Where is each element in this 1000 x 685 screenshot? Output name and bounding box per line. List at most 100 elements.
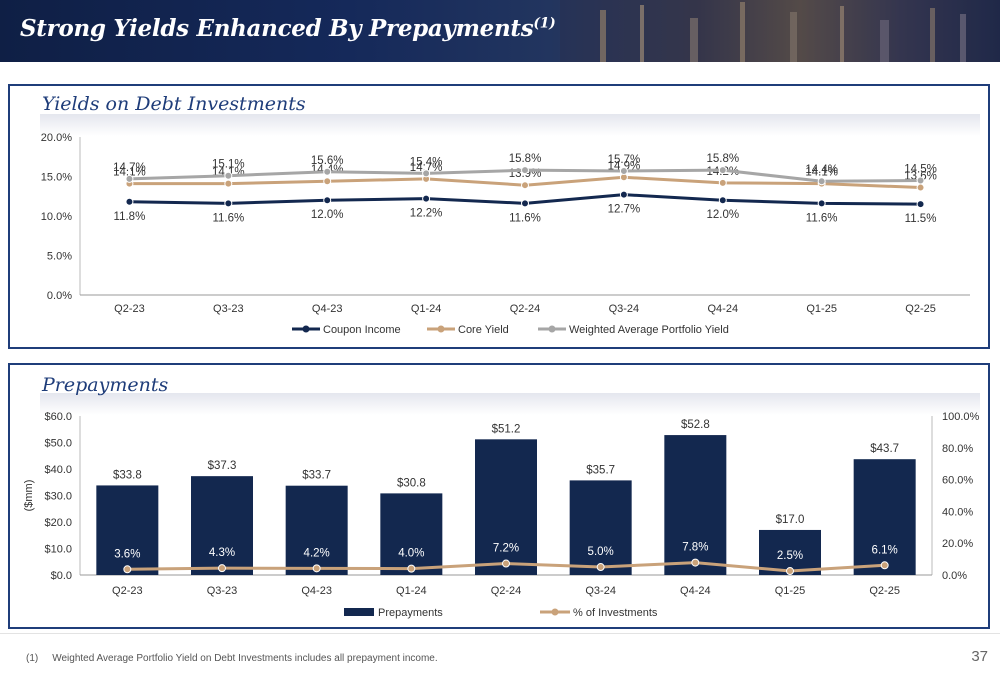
page-number: 37 xyxy=(971,648,988,665)
x-tick-label: Q2-25 xyxy=(869,585,900,597)
y2-tick-label: 40.0% xyxy=(942,506,973,518)
yields-panel: Yields on Debt Investments 0.0% 5.0% 10.0%… xyxy=(8,84,990,349)
weighted-average-portfolio-yield-data-label: 14.7% xyxy=(113,162,146,174)
percent-of-investments-data-label: 7.8% xyxy=(682,542,708,554)
percent-of-investments-point xyxy=(123,565,132,574)
core-yield-legend-label: Core Yield xyxy=(458,324,509,336)
weighted-average-portfolio-yield-point xyxy=(718,166,727,175)
y-axis-title: ($mm) xyxy=(23,480,35,512)
coupon-income-data-label: 11.6% xyxy=(212,212,244,224)
header-banner: Strong Yields Enhanced By Prepayments(1) xyxy=(0,0,1000,62)
coupon-income-legend-label: Coupon Income xyxy=(323,324,401,336)
coupon-income-data-label: 11.8% xyxy=(114,211,146,223)
prepayments-bar xyxy=(569,480,632,575)
coupon-income-data-label: 11.5% xyxy=(905,213,937,225)
y2-tick-label: 60.0% xyxy=(942,475,973,487)
coupon-income-point xyxy=(817,199,826,208)
percent-of-investments-legend-label: % of Investments xyxy=(573,607,658,619)
weighted-average-portfolio-yield-data-label: 15.8% xyxy=(509,153,542,165)
yields-line-chart: 0.0% 5.0% 10.0% 15.0% 20.0% Q2-23 Q3-23 Q4-23 Q1… xyxy=(41,132,970,336)
coupon-income-point xyxy=(916,200,925,209)
footer-divider xyxy=(0,633,1000,634)
percent-of-investments-point xyxy=(218,564,226,573)
x-tick-label: Q3-24 xyxy=(585,585,616,597)
y-tick-label: 15.0% xyxy=(41,172,72,184)
core-yield-data-label: 14.1% xyxy=(805,167,838,179)
x-tick-label: Q4-24 xyxy=(680,585,711,597)
prepayments-data-label: $52.8 xyxy=(681,419,710,431)
page-title: Strong Yields Enhanced By Prepayments(1) xyxy=(20,15,556,42)
y2-tick-label: 80.0% xyxy=(942,443,973,455)
y-tick-label: $10.0 xyxy=(44,544,72,556)
coupon-income-data-label: 11.6% xyxy=(509,212,541,224)
coupon-income-point xyxy=(323,196,332,205)
core-yield-point xyxy=(521,181,529,190)
prepayments-bar xyxy=(380,493,443,575)
prepayments-legend-label: Prepayments xyxy=(378,607,443,619)
core-yield-point xyxy=(323,177,332,186)
percent-of-investments-data-label: 5.0% xyxy=(588,546,614,558)
percent-of-investments-point xyxy=(786,567,794,576)
percent-of-investments-point xyxy=(691,558,700,567)
coupon-income-point xyxy=(718,196,727,205)
prepayments-panel-shade xyxy=(40,393,980,415)
x-tick-label: Q3-23 xyxy=(213,303,244,315)
percent-of-investments-legend-marker xyxy=(551,608,559,616)
coupon-income-data-label: 11.6% xyxy=(806,212,838,224)
x-tick-label: Q4-23 xyxy=(301,585,332,597)
coupon-income-data-label: 12.0% xyxy=(311,209,344,221)
y-tick-label: $50.0 xyxy=(44,438,72,450)
prepayments-data-label: $30.8 xyxy=(397,477,426,489)
weighted-average-portfolio-yield-point xyxy=(619,166,628,175)
core-yield-data-label: 14.7% xyxy=(410,162,443,174)
prepayments-data-label: $37.3 xyxy=(208,460,237,472)
x-tick-label: Q4-23 xyxy=(312,303,343,315)
percent-of-investments-data-label: 4.3% xyxy=(209,547,235,559)
weighted-average-portfolio-yield-legend-marker xyxy=(548,325,556,333)
prepayments-bar xyxy=(285,485,348,575)
x-tick-label: Q2-24 xyxy=(491,585,522,597)
prepayments-data-label: $51.2 xyxy=(492,423,521,435)
footnote-text: Weighted Average Portfolio Yield on Debt… xyxy=(52,653,438,664)
y2-tick-label: 100.0% xyxy=(942,411,980,423)
x-tick-label: Q2-23 xyxy=(114,303,145,315)
prepayments-bar xyxy=(475,439,537,575)
percent-of-investments-point xyxy=(312,564,321,573)
weighted-average-portfolio-yield-data-label: 14.5% xyxy=(904,163,937,175)
y-tick-label: 5.0% xyxy=(47,251,72,263)
y2-tick-label: 0.0% xyxy=(942,570,967,582)
yields-panel-title: Yields on Debt Investments xyxy=(42,93,306,115)
prepayments-bar xyxy=(96,485,159,575)
percent-of-investments-data-label: 4.2% xyxy=(304,547,330,559)
coupon-income-point xyxy=(224,199,233,208)
percent-of-investments-data-label: 4.0% xyxy=(398,548,424,560)
y-tick-label: $40.0 xyxy=(44,464,72,476)
x-tick-label: Q3-24 xyxy=(609,303,640,315)
y-tick-label: 20.0% xyxy=(41,132,72,144)
percent-of-investments-data-label: 2.5% xyxy=(777,550,803,562)
weighted-average-portfolio-yield-data-label: 15.1% xyxy=(212,159,245,171)
header-background-image xyxy=(560,0,1000,62)
prepayments-data-label: $33.8 xyxy=(113,469,142,481)
weighted-average-portfolio-yield-data-label: 14.4% xyxy=(805,164,838,176)
yields-panel-shade xyxy=(40,114,980,136)
x-tick-label: Q3-23 xyxy=(207,585,238,597)
prepayments-bar xyxy=(191,476,253,575)
y-tick-label: $60.0 xyxy=(44,411,72,423)
coupon-income-legend-marker xyxy=(302,325,310,333)
core-yield-point xyxy=(718,178,727,187)
x-tick-label: Q1-24 xyxy=(396,585,427,597)
core-yield-point xyxy=(224,179,233,188)
core-yield-data-label: 14.1% xyxy=(113,167,146,179)
weighted-average-portfolio-yield-point xyxy=(125,174,134,183)
page-title-text: Strong Yields Enhanced By Prepayments xyxy=(20,15,534,42)
x-tick-label: Q1-24 xyxy=(411,303,442,315)
page-title-footnote-marker: (1) xyxy=(533,15,556,32)
core-yield-legend-marker xyxy=(437,325,445,333)
weighted-average-portfolio-yield-data-label: 15.4% xyxy=(410,156,443,168)
percent-of-investments-point xyxy=(880,561,889,570)
footnote: (1) Weighted Average Portfolio Yield on D… xyxy=(26,653,438,664)
x-tick-label: Q4-24 xyxy=(707,303,738,315)
y-tick-label: $20.0 xyxy=(44,517,72,529)
weighted-average-portfolio-yield-legend-label: Weighted Average Portfolio Yield xyxy=(569,324,729,336)
